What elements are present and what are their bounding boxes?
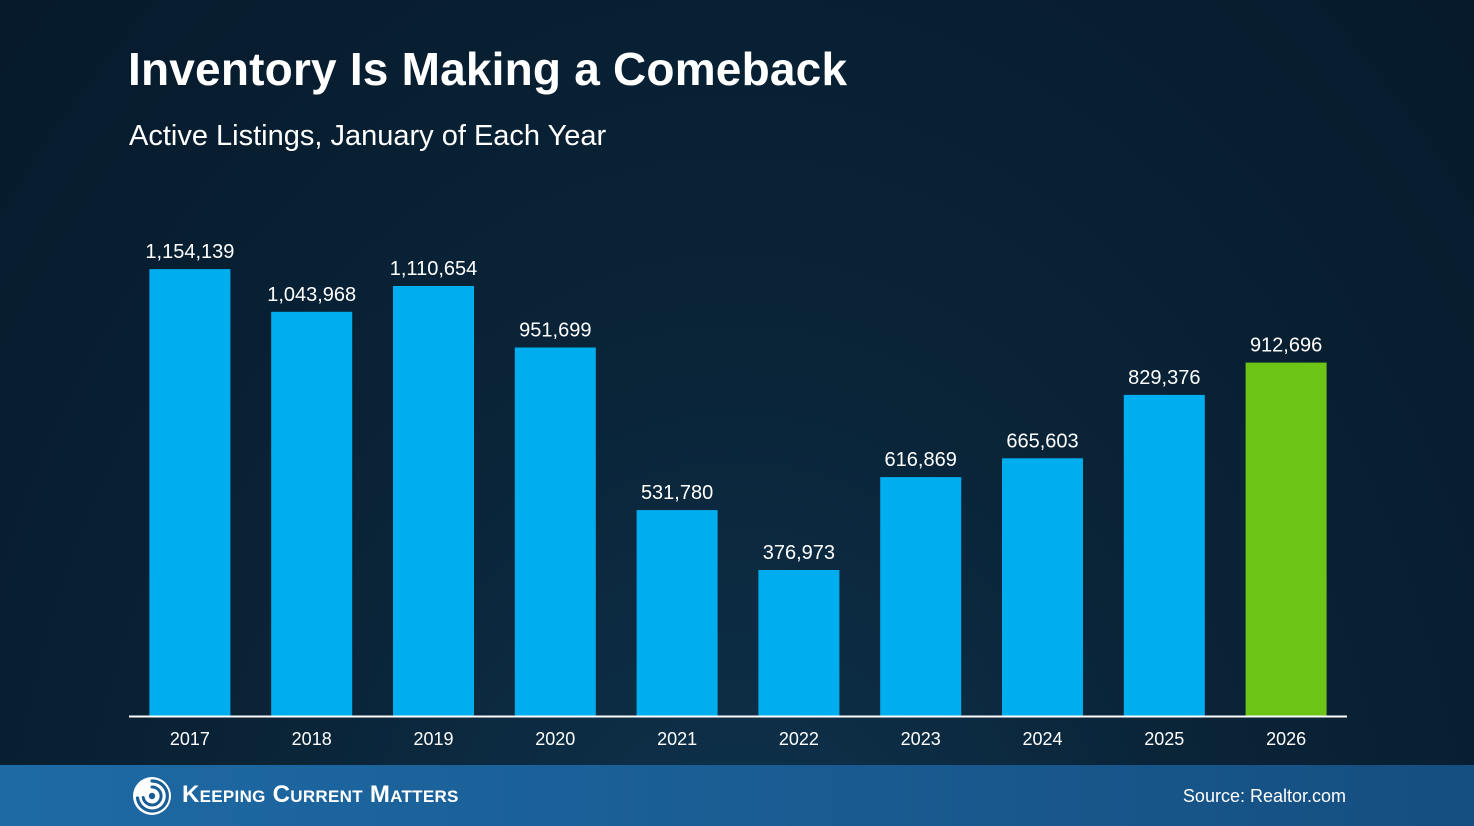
bar-2021 [636,510,718,716]
x-tick-2023: 2023 [901,729,941,749]
bar-2019 [393,286,474,716]
bar-2026 [1245,362,1327,716]
bar-2018 [271,311,353,716]
source-note: Source: Realtor.com [1182,786,1346,806]
data-labels-group: 1,154,139 1,043,968 1,110,654 951,699 531,78… [145,241,1322,564]
bar-2017 [149,269,231,716]
data-label-2023: 616,869 [885,449,957,471]
data-label-2017: 1,154,139 [145,241,234,263]
x-tick-labels-group: 2017 2018 2019 2020 2021 2022 2023 2024 2025 2026 [170,729,1306,749]
brand-name: Keeping Current Matters [182,781,459,808]
data-label-2025: 829,376 [1128,367,1200,389]
bar-2024 [1002,458,1083,716]
x-tick-2017: 2017 [170,729,210,749]
data-label-2021: 531,780 [641,482,713,504]
footer-bar: Keeping Current Matters Source: Realtor.… [0,765,1474,826]
x-tick-2021: 2021 [657,729,697,749]
x-tick-2018: 2018 [292,729,332,749]
chart-subtitle: Active Listings, January of Each Year [129,120,607,152]
bar-2022 [758,570,840,716]
data-label-2022: 376,973 [763,542,835,564]
data-label-2019: 1,110,654 [390,258,478,280]
x-tick-2019: 2019 [413,729,453,749]
chart-title: Inventory Is Making a Comeback [128,43,848,95]
bar-2023 [880,477,962,716]
bar-chart: 1,154,139 1,043,968 1,110,654 951,699 531,78… [145,241,1327,749]
x-tick-2026: 2026 [1266,729,1306,749]
bar-2020 [514,347,596,716]
x-tick-2025: 2025 [1144,729,1184,749]
data-label-2024: 665,603 [1006,430,1078,452]
swirl-logo-icon [133,777,171,815]
data-label-2026: 912,696 [1250,335,1322,357]
x-tick-2024: 2024 [1022,729,1062,749]
bars-group [149,269,1327,716]
x-tick-2020: 2020 [535,729,575,749]
x-tick-2022: 2022 [779,729,819,749]
data-label-2020: 951,699 [519,320,591,342]
data-label-2018: 1,043,968 [267,284,356,306]
bar-2025 [1123,394,1205,716]
